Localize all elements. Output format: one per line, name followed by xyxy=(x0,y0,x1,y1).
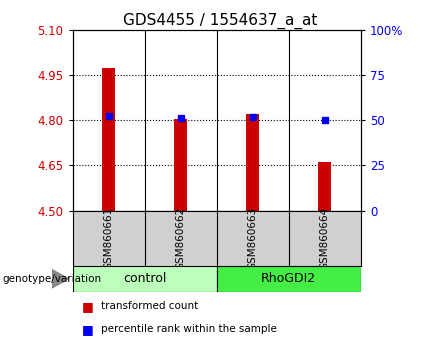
Text: genotype/variation: genotype/variation xyxy=(2,274,101,284)
Bar xyxy=(102,68,115,211)
Text: GDS4455 / 1554637_a_at: GDS4455 / 1554637_a_at xyxy=(123,12,317,29)
Text: ■: ■ xyxy=(81,323,93,336)
Text: GSM860664: GSM860664 xyxy=(320,206,330,270)
Text: control: control xyxy=(123,272,166,285)
Polygon shape xyxy=(52,270,69,288)
Bar xyxy=(246,114,259,211)
Bar xyxy=(73,266,216,292)
Text: percentile rank within the sample: percentile rank within the sample xyxy=(101,324,277,334)
Text: RhoGDI2: RhoGDI2 xyxy=(261,272,316,285)
Bar xyxy=(216,266,361,292)
Bar xyxy=(318,162,331,211)
Bar xyxy=(174,119,187,211)
Text: GSM860661: GSM860661 xyxy=(104,206,114,270)
Text: GSM860663: GSM860663 xyxy=(248,206,258,270)
Text: GSM860662: GSM860662 xyxy=(176,206,186,270)
Text: transformed count: transformed count xyxy=(101,301,198,311)
Text: ■: ■ xyxy=(81,300,93,313)
